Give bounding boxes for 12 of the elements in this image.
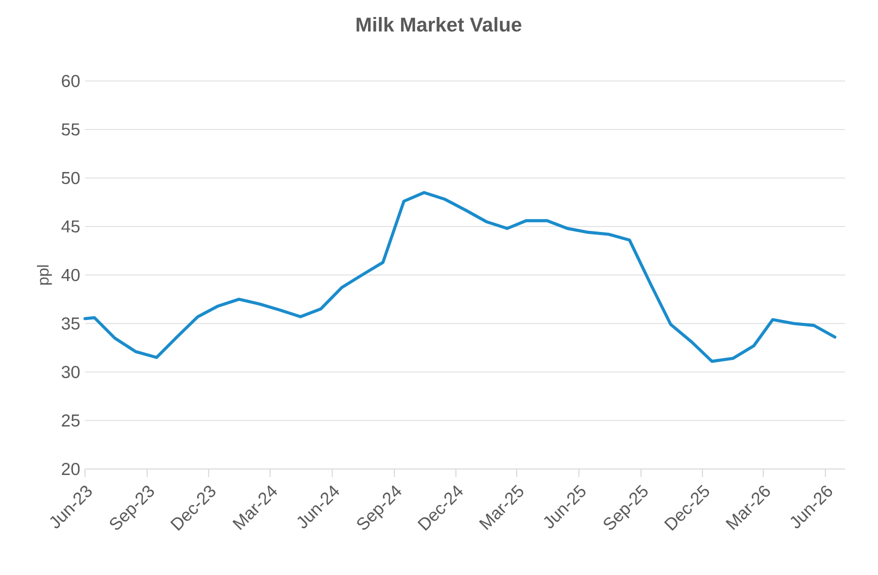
y-axis-title: ppl: [36, 265, 52, 285]
line-series: [83, 191, 836, 363]
y-tick-label: 60: [62, 74, 80, 88]
chart-title: Milk Market Value: [356, 16, 522, 32]
y-tick-label: 50: [62, 172, 80, 184]
y-tick-label: 40: [61, 268, 80, 282]
y-tick-label: 35: [62, 317, 80, 330]
y-tick-label: 45: [61, 220, 80, 233]
y-tick-label: 55: [62, 123, 80, 136]
y-tick-label: 25: [62, 414, 80, 427]
y-tick-label: 30: [62, 366, 80, 378]
y-tick-label: 20: [62, 462, 80, 476]
